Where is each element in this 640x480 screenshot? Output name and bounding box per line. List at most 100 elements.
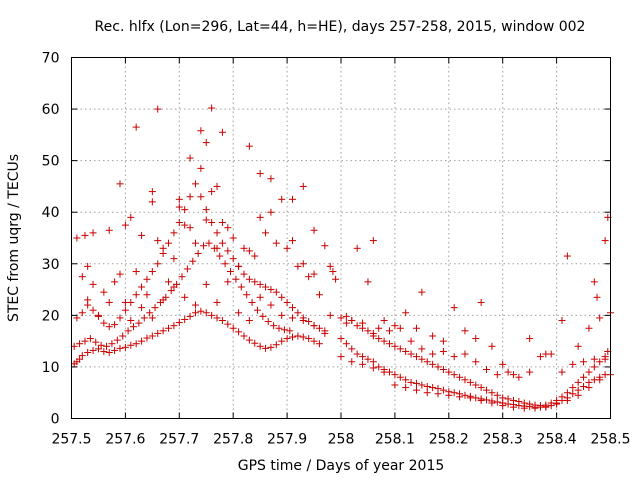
data-point (205, 239, 213, 247)
data-point (138, 304, 146, 312)
data-point (391, 342, 399, 350)
data-point (483, 386, 491, 394)
data-point (256, 280, 264, 288)
y-tick-label: 10 (42, 360, 60, 376)
data-point (456, 393, 464, 401)
data-point (542, 350, 550, 358)
data-point (580, 358, 588, 366)
data-point (194, 249, 202, 257)
data-point (143, 275, 151, 283)
data-point (245, 336, 253, 344)
data-point (321, 242, 329, 250)
data-point (337, 353, 345, 361)
data-point (159, 244, 167, 252)
data-point (553, 400, 561, 408)
data-point (256, 213, 264, 221)
data-point (240, 270, 248, 278)
data-point (380, 337, 388, 345)
data-point (515, 402, 523, 410)
data-point (251, 252, 259, 260)
data-point (580, 373, 588, 381)
data-point (569, 360, 577, 368)
data-point (229, 324, 237, 332)
data-point (116, 270, 124, 278)
data-point (283, 335, 291, 343)
data-point (386, 340, 394, 348)
data-point (267, 301, 275, 309)
data-point (272, 288, 280, 296)
data-point (81, 337, 89, 345)
data-point (243, 291, 251, 299)
data-point (94, 311, 102, 319)
data-point (326, 262, 334, 270)
grid-lines (71, 57, 611, 419)
data-point (159, 327, 167, 335)
data-point (148, 332, 156, 340)
data-point (348, 345, 356, 353)
data-point (121, 221, 129, 229)
data-point (294, 332, 302, 340)
data-point (391, 371, 399, 379)
data-point (81, 231, 89, 239)
data-point (299, 182, 307, 190)
data-point (439, 366, 447, 374)
data-point (103, 342, 111, 350)
data-point (143, 334, 151, 342)
data-point (315, 340, 323, 348)
data-point (429, 332, 437, 340)
data-point (84, 262, 92, 270)
data-point (585, 324, 593, 332)
x-tick-label: 257.9 (267, 432, 307, 448)
data-point (488, 342, 496, 350)
data-point (197, 164, 205, 172)
data-point (167, 287, 175, 295)
data-point (342, 312, 350, 320)
data-point (181, 293, 189, 301)
data-point (92, 338, 100, 346)
data-point (256, 342, 264, 350)
data-point (191, 180, 199, 188)
data-point (310, 270, 318, 278)
data-point (272, 341, 280, 349)
data-point (148, 314, 156, 322)
data-point (380, 368, 388, 376)
x-tick-label: 258.1 (375, 432, 415, 448)
data-point (189, 257, 197, 265)
data-point (100, 288, 108, 296)
data-point (175, 319, 183, 327)
data-point (108, 340, 116, 348)
data-point (121, 298, 129, 306)
data-point (181, 206, 189, 214)
data-point (148, 268, 156, 276)
data-point (429, 384, 437, 392)
data-point (499, 402, 507, 410)
data-point (221, 260, 229, 268)
data-point (237, 283, 245, 291)
data-point (526, 335, 534, 343)
data-point (439, 347, 447, 355)
data-point (412, 324, 420, 332)
data-point (262, 229, 270, 237)
data-point (493, 391, 501, 399)
y-tick-labels: 0 10 20 30 40 50 60 70 (42, 51, 60, 428)
data-point (191, 301, 199, 309)
data-point (119, 332, 127, 340)
data-point (359, 360, 367, 368)
data-point (89, 306, 97, 314)
data-point (202, 309, 210, 317)
data-point (456, 373, 464, 381)
data-point (396, 324, 404, 332)
data-point (574, 342, 582, 350)
data-point (178, 273, 186, 281)
data-point (294, 262, 302, 270)
data-point (270, 322, 278, 330)
data-point (151, 304, 159, 312)
y-tick-label: 60 (42, 102, 60, 118)
x-tick-label: 258 (328, 432, 355, 448)
data-point (138, 231, 146, 239)
data-point (170, 255, 178, 263)
data-point (89, 229, 97, 237)
data-point (359, 353, 367, 361)
data-point (472, 335, 480, 343)
